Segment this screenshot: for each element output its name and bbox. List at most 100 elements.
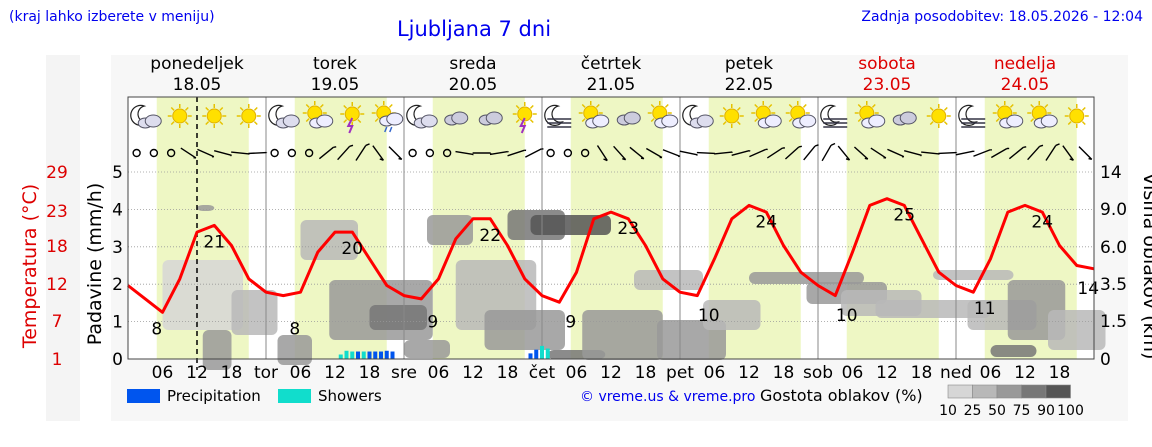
- last-updated: Zadnja posodobitev: 18.05.2026 - 12:04: [861, 9, 1143, 25]
- wind-barb-tick: [399, 159, 402, 160]
- cloud-part: [145, 115, 161, 127]
- page-title: Ljubljana 7 dni: [397, 17, 551, 41]
- temperature-value-label: 14: [1077, 279, 1099, 299]
- wind-barb-tick: [622, 159, 625, 160]
- sun-icon: [168, 104, 192, 128]
- cloud-density-level-label: 90: [1037, 403, 1055, 419]
- hour-tick-label: 12: [324, 363, 346, 383]
- cloud-height-axis-title: Višina oblakov (km): [1139, 173, 1152, 360]
- cloud-density-level-label: 10: [939, 403, 957, 419]
- temperature-value-label: 22: [479, 226, 501, 246]
- precipitation-bar: [345, 351, 349, 359]
- day-date: 24.05: [1001, 75, 1050, 95]
- cloud-part: [697, 115, 713, 127]
- precipitation-bar: [350, 352, 354, 359]
- cloud-part: [662, 115, 678, 127]
- hour-tick-label: 18: [911, 363, 933, 383]
- temperature-tick-label: 18: [46, 237, 68, 257]
- cloud-patch: [582, 310, 663, 360]
- sun-disc: [242, 109, 256, 123]
- temperature-tick-label: 1: [52, 350, 63, 370]
- wind-barb: [248, 153, 266, 154]
- temperature-value-label: 8: [289, 319, 300, 339]
- precip-tick-label: 5: [112, 163, 123, 183]
- temperature-value-label: 9: [427, 313, 438, 333]
- cloud-patch: [197, 205, 214, 211]
- sun-disc: [173, 109, 187, 123]
- hour-tick-label: 18: [359, 363, 381, 383]
- temperature-value-label: 24: [755, 212, 777, 232]
- precip-tick-label: 2: [112, 275, 123, 295]
- cloud-patch: [1048, 310, 1106, 350]
- hour-tick-label: 12: [876, 363, 898, 383]
- cloud-part: [869, 115, 885, 127]
- wind-barb: [697, 153, 715, 154]
- day-name: sobota: [858, 54, 916, 74]
- day-short-label: tor: [254, 363, 278, 383]
- temperature-value-label: 8: [151, 319, 162, 339]
- precipitation-bar: [529, 353, 533, 359]
- hour-tick-label: 18: [773, 363, 795, 383]
- cloud-density-level-label: 75: [1013, 403, 1031, 419]
- precipitation-bar: [379, 352, 383, 359]
- temperature-value-label: 23: [617, 219, 639, 239]
- hour-tick-label: 18: [1049, 363, 1071, 383]
- cloud-height-tick-label: 6.0: [1100, 238, 1127, 258]
- hour-tick-label: 12: [738, 363, 760, 383]
- precipitation-axis-title: Padavine (mm/h): [84, 183, 106, 346]
- cloud-patch: [278, 335, 313, 365]
- hour-tick-label: 18: [221, 363, 243, 383]
- wind-barb-tick: [865, 158, 868, 159]
- cloud-part: [593, 115, 609, 127]
- cloud-density-label: Gostota oblakov (%): [760, 386, 923, 405]
- day-short-label: ned: [940, 363, 972, 383]
- precipitation-bar: [546, 349, 550, 359]
- temperature-value-label: 10: [698, 306, 720, 326]
- day-short-label: čet: [529, 363, 556, 383]
- day-date: 19.05: [311, 75, 360, 95]
- cloud-part: [421, 115, 437, 127]
- temperature-value-label: 21: [203, 232, 225, 252]
- menu-note[interactable]: (kraj lahko izberete v meniju): [9, 9, 215, 25]
- day-short-label: sre: [391, 363, 417, 383]
- cloud-height-tick-label: 14: [1100, 163, 1122, 183]
- hour-tick-label: 06: [842, 363, 864, 383]
- hour-tick-label: 06: [566, 363, 588, 383]
- cloud-patch: [163, 260, 244, 330]
- hour-tick-label: 12: [1014, 363, 1036, 383]
- cloud-density-swatch: [1022, 385, 1047, 398]
- cloud-part: [452, 112, 468, 124]
- cloud-part: [486, 112, 502, 124]
- cloud-part: [283, 115, 299, 127]
- day-name: torek: [313, 54, 357, 74]
- day-name: četrtek: [581, 54, 642, 74]
- wind-barb-tick: [641, 158, 644, 159]
- temperature-value-label: 11: [974, 299, 996, 319]
- precipitation-legend-swatch: [127, 389, 160, 403]
- cloud-patch: [404, 340, 450, 358]
- cloud-part: [1041, 115, 1057, 127]
- copyright-link[interactable]: © vreme.us & vreme.pro: [580, 389, 755, 405]
- cloud-part: [1007, 115, 1023, 127]
- sun-icon: [237, 104, 261, 128]
- precipitation-bar: [339, 355, 343, 359]
- wind-barb-tick: [1089, 159, 1092, 160]
- hour-tick-label: 06: [704, 363, 726, 383]
- cloud-density-swatch: [973, 385, 998, 398]
- sun-icon: [1065, 104, 1089, 128]
- day-date: 18.05: [173, 75, 222, 95]
- temperature-value-label: 10: [836, 306, 858, 326]
- hour-tick-label: 06: [980, 363, 1002, 383]
- cloud-patch: [232, 290, 278, 335]
- precipitation-bar: [391, 352, 395, 359]
- precipitation-bar: [362, 352, 366, 359]
- temperature-value-label: 25: [893, 206, 915, 226]
- sun-disc: [725, 109, 739, 123]
- cloud-density-swatch: [997, 385, 1022, 398]
- day-name: petek: [725, 54, 773, 74]
- cloud-patch: [427, 215, 473, 245]
- day-date: 20.05: [449, 75, 498, 95]
- hour-tick-label: 12: [462, 363, 484, 383]
- cloud-part: [900, 112, 916, 124]
